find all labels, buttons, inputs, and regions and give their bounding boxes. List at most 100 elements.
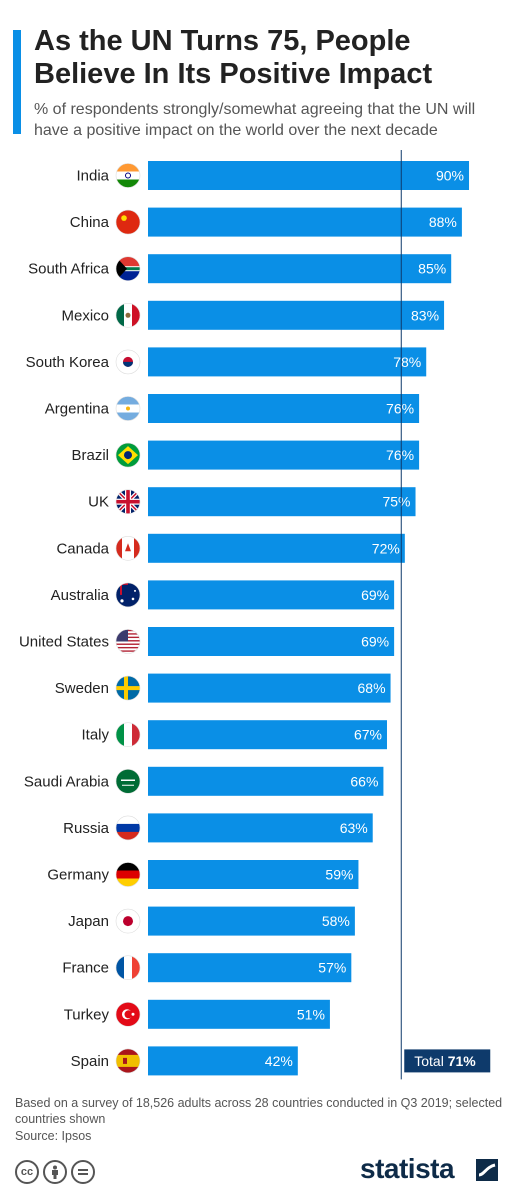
bar — [148, 999, 330, 1029]
bar-value-label: 69% — [361, 634, 389, 650]
bar-row: Japan 58% — [68, 906, 355, 936]
bar-value-label: 51% — [297, 1006, 325, 1022]
bar — [148, 347, 427, 377]
bar-value-label: 85% — [418, 261, 446, 277]
bar-value-label: 78% — [393, 354, 421, 370]
japan-flag-icon — [115, 908, 141, 934]
statista-brand[interactable]: statista — [360, 1152, 500, 1188]
united-states-flag-icon — [115, 629, 141, 654]
bar-value-label: 90% — [436, 168, 464, 184]
spain-flag-icon — [115, 1048, 141, 1074]
bar-row: Germany 59% — [47, 860, 359, 889]
bar-row: Russia 63% — [63, 813, 373, 843]
bar — [148, 254, 452, 284]
bar-value-label: 75% — [382, 494, 410, 510]
chart-subtitle: % of respondents strongly/somewhat agree… — [34, 101, 476, 139]
category-label: China — [70, 214, 110, 231]
australia-flag-icon — [115, 582, 141, 608]
category-label: Australia — [51, 587, 110, 604]
attribution-icon[interactable] — [43, 1160, 67, 1184]
bar-value-label: 76% — [386, 401, 414, 417]
license-badges: cc — [15, 1160, 95, 1184]
bar — [148, 766, 384, 796]
bar-chart: India 90% China 88% South Africa 85% Mexico 83%… — [19, 150, 491, 1080]
category-label: Canada — [56, 540, 109, 557]
bar-value-label: 59% — [325, 867, 353, 883]
no-derivatives-icon[interactable] — [71, 1160, 95, 1184]
category-label: UK — [88, 494, 109, 511]
category-label: Argentina — [45, 401, 110, 418]
bar-row: United States 69% — [19, 627, 395, 656]
bar-row: South Korea 78% — [26, 347, 427, 377]
bar — [148, 580, 395, 610]
category-label: South Africa — [28, 261, 110, 278]
total-badge — [404, 1049, 491, 1073]
bar-value-label: 42% — [265, 1053, 293, 1069]
bar-value-label: 76% — [386, 447, 414, 463]
category-label: United States — [19, 634, 109, 651]
bar-value-label: 83% — [411, 307, 439, 323]
bar — [148, 860, 359, 889]
bar — [148, 300, 445, 330]
category-label: Japan — [68, 913, 109, 930]
china-flag-icon — [115, 209, 141, 235]
turkey-flag-icon — [115, 1001, 141, 1027]
bar-value-label: 72% — [372, 540, 400, 556]
bar — [148, 627, 395, 656]
cc-icon[interactable]: cc — [15, 1160, 39, 1184]
south-korea-flag-icon — [115, 349, 141, 375]
bar — [148, 161, 470, 190]
uk-flag-icon — [115, 489, 141, 515]
bar — [148, 440, 420, 470]
bar-row: Canada 72% — [56, 533, 405, 563]
india-flag-icon — [115, 163, 141, 188]
bar-row: Sweden 68% — [55, 673, 391, 703]
bar-value-label: 63% — [340, 820, 368, 836]
category-label: Spain — [71, 1053, 109, 1070]
title-accent-bar — [13, 30, 21, 134]
germany-flag-icon — [115, 862, 141, 887]
total-label: Total 71% — [414, 1053, 476, 1069]
bar-value-label: 57% — [318, 960, 346, 976]
bar — [148, 673, 391, 703]
category-label: France — [62, 960, 109, 977]
bar — [148, 533, 405, 563]
category-label: Russia — [63, 820, 110, 837]
category-label: Mexico — [61, 307, 109, 324]
category-label: South Korea — [26, 354, 110, 371]
argentina-flag-icon — [115, 396, 141, 421]
bar-row: Saudi Arabia 66% — [24, 766, 384, 796]
chart-header: As the UN Turns 75, People Believe In It… — [0, 0, 514, 150]
bar — [148, 813, 373, 843]
canada-flag-icon — [115, 535, 141, 561]
bar-value-label: 66% — [350, 773, 378, 789]
sweden-flag-icon — [115, 675, 141, 701]
bar-value-label: 67% — [354, 727, 382, 743]
bar-row: France 57% — [62, 953, 352, 983]
bar — [148, 906, 355, 936]
bar-row: Italy 67% — [81, 720, 387, 750]
category-label: Turkey — [64, 1006, 110, 1023]
bar-row: India 90% — [76, 161, 470, 190]
bar-row: China 88% — [70, 207, 462, 237]
bar-row: Spain 42% — [71, 1046, 298, 1076]
france-flag-icon — [115, 955, 141, 981]
bar — [148, 953, 352, 983]
bar-row: Mexico 83% — [61, 300, 445, 330]
category-label: Sweden — [55, 680, 109, 697]
bar-row: Brazil 76% — [71, 440, 420, 470]
bar-row: South Africa 85% — [28, 254, 452, 284]
chart-title: As the UN Turns 75, People Believe In It… — [34, 25, 433, 90]
category-label: Saudi Arabia — [24, 773, 110, 790]
bar-value-label: 68% — [358, 680, 386, 696]
bar-row: Turkey 51% — [64, 999, 330, 1029]
category-label: Italy — [81, 727, 109, 744]
bar-value-label: 69% — [361, 587, 389, 603]
bar — [148, 394, 420, 423]
south-africa-flag-icon — [115, 256, 141, 281]
mexico-flag-icon — [115, 303, 141, 328]
category-label: India — [76, 168, 109, 185]
russia-flag-icon — [115, 815, 141, 841]
bar-row: Australia 69% — [51, 580, 395, 610]
category-label: Brazil — [71, 447, 109, 464]
